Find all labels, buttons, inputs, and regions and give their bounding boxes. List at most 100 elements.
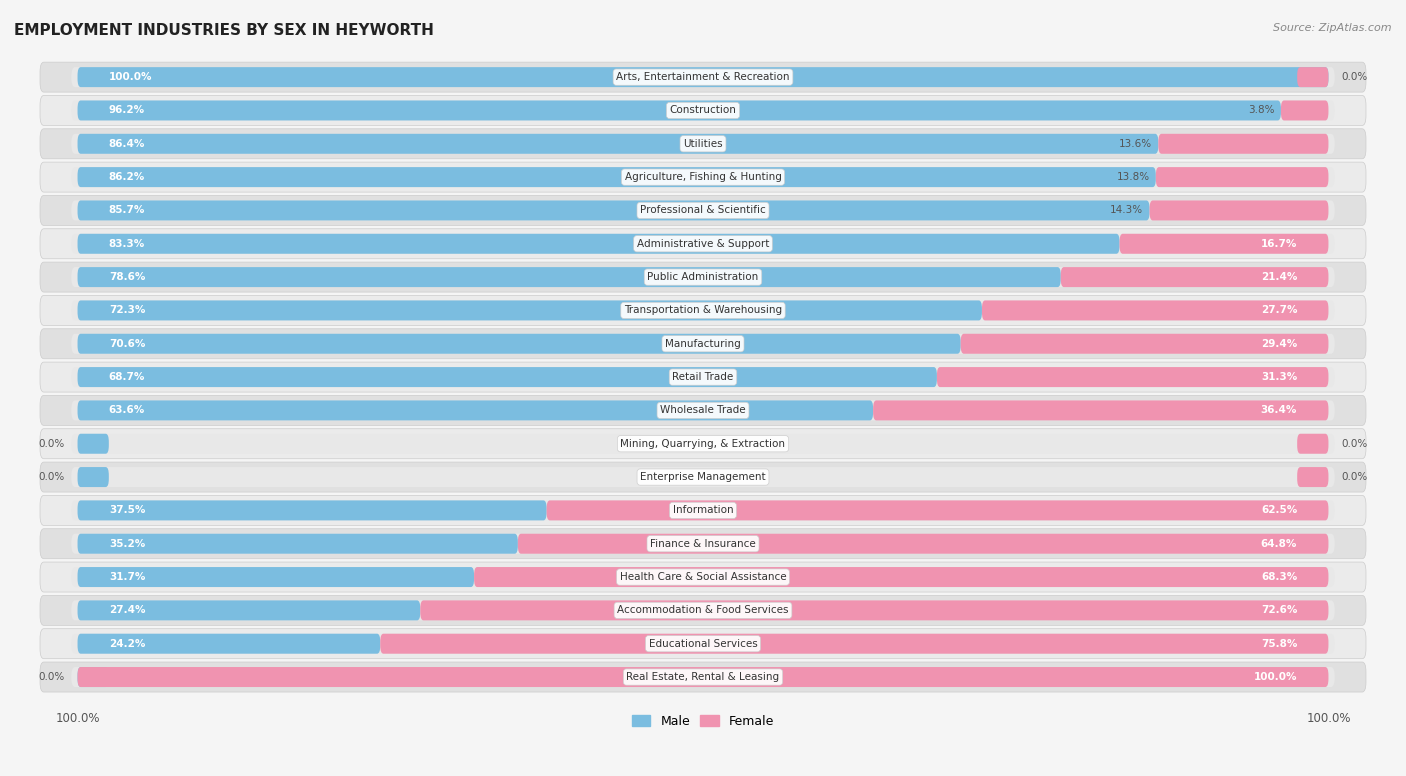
FancyBboxPatch shape [72, 501, 1334, 521]
Text: 13.8%: 13.8% [1116, 172, 1150, 182]
Text: Accommodation & Food Services: Accommodation & Food Services [617, 605, 789, 615]
Text: 31.7%: 31.7% [108, 572, 145, 582]
Text: Utilities: Utilities [683, 139, 723, 149]
Text: 63.6%: 63.6% [108, 405, 145, 415]
FancyBboxPatch shape [39, 129, 1367, 159]
FancyBboxPatch shape [39, 629, 1367, 659]
Text: Finance & Insurance: Finance & Insurance [650, 539, 756, 549]
Text: 64.8%: 64.8% [1261, 539, 1298, 549]
Text: 13.6%: 13.6% [1119, 139, 1152, 149]
Text: Retail Trade: Retail Trade [672, 372, 734, 382]
FancyBboxPatch shape [77, 68, 1329, 87]
FancyBboxPatch shape [72, 133, 1334, 154]
Text: 37.5%: 37.5% [108, 505, 145, 515]
FancyBboxPatch shape [936, 367, 1329, 387]
Text: 24.2%: 24.2% [108, 639, 145, 649]
FancyBboxPatch shape [72, 300, 1334, 320]
Text: 0.0%: 0.0% [39, 438, 65, 449]
Text: Health Care & Social Assistance: Health Care & Social Assistance [620, 572, 786, 582]
Text: 86.4%: 86.4% [108, 139, 145, 149]
Text: 96.2%: 96.2% [108, 106, 145, 116]
FancyBboxPatch shape [77, 400, 873, 421]
FancyBboxPatch shape [39, 662, 1367, 692]
FancyBboxPatch shape [72, 634, 1334, 653]
FancyBboxPatch shape [981, 300, 1329, 320]
FancyBboxPatch shape [72, 467, 1334, 487]
Text: 21.4%: 21.4% [1261, 272, 1298, 282]
Text: 75.8%: 75.8% [1261, 639, 1298, 649]
FancyBboxPatch shape [72, 367, 1334, 387]
FancyBboxPatch shape [1159, 133, 1329, 154]
Text: 70.6%: 70.6% [108, 339, 145, 348]
Text: 68.3%: 68.3% [1261, 572, 1298, 582]
FancyBboxPatch shape [1156, 167, 1329, 187]
Text: Enterprise Management: Enterprise Management [640, 472, 766, 482]
FancyBboxPatch shape [72, 68, 1334, 87]
Text: 31.3%: 31.3% [1261, 372, 1298, 382]
Text: Information: Information [672, 505, 734, 515]
Text: Administrative & Support: Administrative & Support [637, 239, 769, 249]
Text: Wholesale Trade: Wholesale Trade [661, 405, 745, 415]
Text: 85.7%: 85.7% [108, 206, 145, 216]
Text: 100.0%: 100.0% [1254, 672, 1298, 682]
FancyBboxPatch shape [39, 362, 1367, 392]
Text: 83.3%: 83.3% [108, 239, 145, 249]
FancyBboxPatch shape [39, 528, 1367, 559]
FancyBboxPatch shape [474, 567, 1329, 587]
Text: Public Administration: Public Administration [647, 272, 759, 282]
FancyBboxPatch shape [77, 100, 1281, 120]
FancyBboxPatch shape [72, 334, 1334, 354]
FancyBboxPatch shape [1281, 100, 1329, 120]
Text: 0.0%: 0.0% [1341, 438, 1367, 449]
FancyBboxPatch shape [39, 329, 1367, 359]
FancyBboxPatch shape [72, 100, 1334, 120]
FancyBboxPatch shape [39, 95, 1367, 126]
Text: 62.5%: 62.5% [1261, 505, 1298, 515]
FancyBboxPatch shape [77, 501, 547, 521]
FancyBboxPatch shape [77, 667, 108, 687]
Text: Agriculture, Fishing & Hunting: Agriculture, Fishing & Hunting [624, 172, 782, 182]
Text: Real Estate, Rental & Leasing: Real Estate, Rental & Leasing [627, 672, 779, 682]
FancyBboxPatch shape [960, 334, 1329, 354]
FancyBboxPatch shape [39, 162, 1367, 192]
FancyBboxPatch shape [1060, 267, 1329, 287]
Text: Construction: Construction [669, 106, 737, 116]
Text: 36.4%: 36.4% [1261, 405, 1298, 415]
FancyBboxPatch shape [72, 267, 1334, 287]
FancyBboxPatch shape [39, 428, 1367, 459]
FancyBboxPatch shape [72, 667, 1334, 687]
FancyBboxPatch shape [77, 200, 1150, 220]
FancyBboxPatch shape [77, 667, 1329, 687]
Text: 0.0%: 0.0% [39, 672, 65, 682]
Text: 0.0%: 0.0% [39, 472, 65, 482]
FancyBboxPatch shape [39, 229, 1367, 258]
FancyBboxPatch shape [77, 367, 936, 387]
Text: 0.0%: 0.0% [1341, 472, 1367, 482]
FancyBboxPatch shape [873, 400, 1329, 421]
FancyBboxPatch shape [77, 467, 108, 487]
Text: 27.7%: 27.7% [1261, 306, 1298, 315]
Text: 16.7%: 16.7% [1261, 239, 1298, 249]
FancyBboxPatch shape [72, 200, 1334, 220]
Legend: Male, Female: Male, Female [627, 710, 779, 733]
Text: Arts, Entertainment & Recreation: Arts, Entertainment & Recreation [616, 72, 790, 82]
FancyBboxPatch shape [77, 167, 1156, 187]
FancyBboxPatch shape [39, 296, 1367, 325]
FancyBboxPatch shape [72, 601, 1334, 620]
FancyBboxPatch shape [72, 534, 1334, 554]
Text: Educational Services: Educational Services [648, 639, 758, 649]
FancyBboxPatch shape [77, 334, 960, 354]
FancyBboxPatch shape [77, 300, 981, 320]
FancyBboxPatch shape [77, 234, 1119, 254]
Text: Transportation & Warehousing: Transportation & Warehousing [624, 306, 782, 315]
FancyBboxPatch shape [77, 634, 380, 653]
Text: Mining, Quarrying, & Extraction: Mining, Quarrying, & Extraction [620, 438, 786, 449]
Text: 72.3%: 72.3% [108, 306, 145, 315]
FancyBboxPatch shape [39, 196, 1367, 226]
FancyBboxPatch shape [39, 62, 1367, 92]
Text: 14.3%: 14.3% [1111, 206, 1143, 216]
Text: 72.6%: 72.6% [1261, 605, 1298, 615]
Text: 35.2%: 35.2% [108, 539, 145, 549]
Text: EMPLOYMENT INDUSTRIES BY SEX IN HEYWORTH: EMPLOYMENT INDUSTRIES BY SEX IN HEYWORTH [14, 23, 434, 38]
FancyBboxPatch shape [547, 501, 1329, 521]
